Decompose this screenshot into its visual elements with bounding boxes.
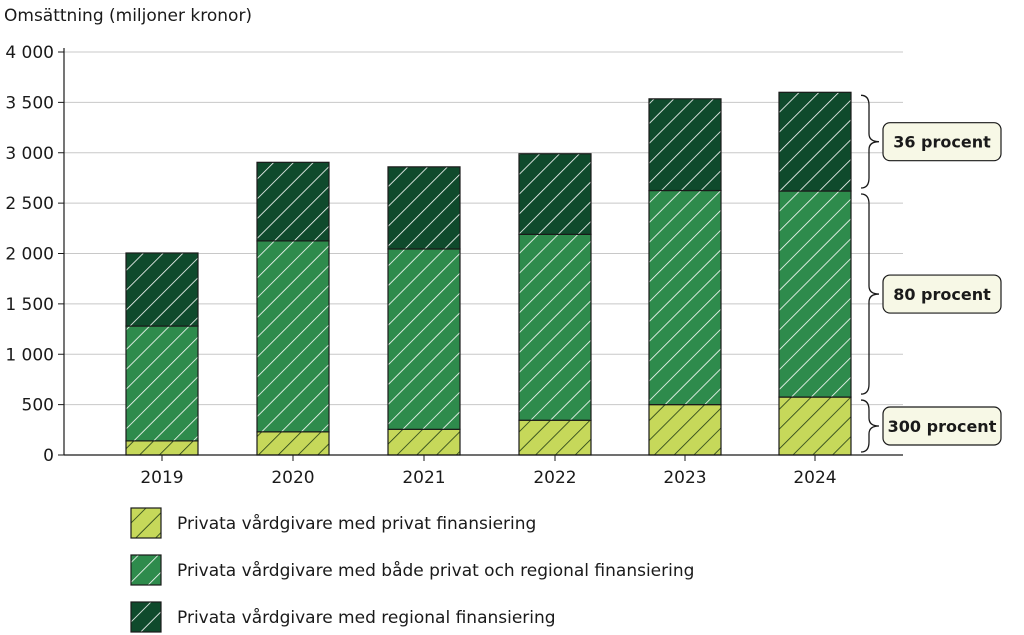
- bar-segment-2020-series-1: [256, 240, 330, 433]
- bar-segment-2019-series-2: [125, 252, 199, 327]
- legend-label: Privata vårdgivare med privat finansieri…: [177, 513, 536, 534]
- annotations: 36 procent 80 procent 300 procent: [860, 94, 1002, 453]
- legend-label: Privata vårdgivare med både privat och r…: [177, 560, 694, 581]
- x-tick-label: 2024: [793, 468, 836, 488]
- bar-segment-2023-series-1: [648, 189, 722, 406]
- bar-segment-2020-series-2: [256, 161, 330, 242]
- x-tick-label: 2022: [533, 468, 576, 488]
- legend-swatch: [130, 601, 162, 633]
- bar-segment-2023-series-0: [648, 404, 722, 456]
- bar-segment-2020-series-0: [256, 431, 330, 456]
- x-tick-label: 2023: [663, 468, 706, 488]
- y-tick-label: 3 000: [5, 144, 54, 164]
- bar-segment-2019-series-0: [125, 440, 199, 456]
- annotation-label: 300 procent: [888, 417, 997, 436]
- y-tick-label: 4 000: [5, 43, 54, 63]
- bars: [125, 91, 852, 456]
- y-tick-label: 500: [22, 396, 54, 416]
- bar-segment-2019-series-1: [125, 325, 199, 442]
- legend-swatch: [130, 554, 162, 586]
- annotation-box: [882, 122, 1002, 162]
- annotation-label: 36 procent: [893, 133, 991, 152]
- y-axis-label: Omsättning (miljoner kronor): [4, 6, 252, 26]
- y-tick-label: 2 500: [5, 194, 54, 214]
- x-tick-label: 2020: [271, 468, 314, 488]
- legend-swatch: [130, 507, 162, 539]
- legend: Privata vårdgivare med privat finansieri…: [130, 507, 694, 633]
- bar-segment-2022-series-2: [518, 153, 592, 235]
- bar-segment-2022-series-0: [518, 419, 592, 456]
- annotation-brace: [860, 193, 880, 395]
- y-tick-label: 1 000: [5, 345, 54, 365]
- annotation-box: [882, 406, 1002, 446]
- bar-segment-2024-series-2: [778, 91, 852, 192]
- x-tick-label: 2019: [140, 468, 183, 488]
- y-tick-label: 3 500: [5, 93, 54, 113]
- bar-segment-2022-series-1: [518, 233, 592, 421]
- bar-segment-2023-series-2: [648, 98, 722, 192]
- annotation-brace: [860, 399, 880, 453]
- grid: [64, 51, 903, 406]
- bar-segment-2021-series-0: [387, 428, 461, 456]
- legend-label: Privata vårdgivare med regional finansie…: [177, 607, 556, 628]
- x-tick-label: 2021: [402, 468, 445, 488]
- y-tick-label: 1 500: [5, 295, 54, 315]
- annotation-label: 80 procent: [893, 285, 991, 304]
- bar-segment-2021-series-2: [387, 166, 461, 250]
- axes: 0 500 1 000 1 500 2 000 2 500 3 000 3 500 4 000 2…: [5, 43, 903, 488]
- bar-segment-2024-series-1: [778, 190, 852, 398]
- annotation-box: [882, 274, 1002, 314]
- y-tick-label: 0: [43, 446, 54, 466]
- bar-segment-2021-series-1: [387, 248, 461, 430]
- bar-segment-2024-series-0: [778, 396, 852, 456]
- y-tick-label: 2 000: [5, 245, 54, 265]
- annotation-brace: [860, 94, 880, 189]
